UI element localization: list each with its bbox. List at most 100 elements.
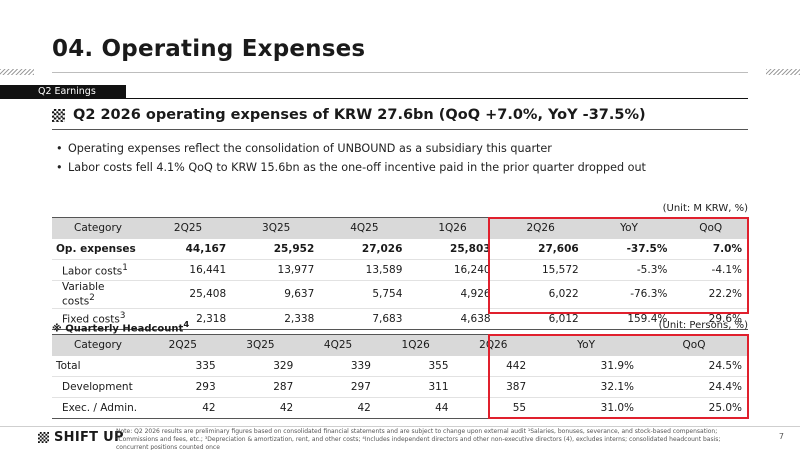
table-cell: 5,754 [320,280,409,309]
table-cell: 339 [299,355,377,377]
table-cell: 25,408 [144,280,233,309]
table-cell: 44,167 [144,238,233,260]
table-cell: 335 [144,355,222,377]
opex-table: Category 2Q25 3Q25 4Q25 1Q26 2Q26 YoY Qo… [52,217,748,330]
column-header: 2Q25 [144,217,233,239]
table-cell: 22.2% [673,280,748,309]
column-header: 2Q25 [144,334,222,356]
checker-icon [52,108,65,122]
column-header: 2Q26 [454,334,533,356]
table-cell: 42 [221,397,300,419]
table-cell: -37.5% [584,238,674,260]
headline-text: Q2 2026 operating expenses of KRW 27.6bn… [73,107,646,123]
table-cell: 2,338 [232,308,321,330]
table-cell: 27,606 [496,238,585,260]
row-label: Exec. / Admin. [52,397,144,419]
table-cell: 7.0% [673,238,748,260]
company-logo: SHIFT UP [38,430,124,445]
table-cell: 329 [221,355,300,377]
table-cell: 7,683 [320,308,409,330]
table-cell: 25,952 [232,238,321,260]
table-cell: 6,022 [496,280,585,309]
table-cell: 25,803 [408,238,497,260]
column-header: Category [52,217,144,239]
table-cell: 15,572 [496,259,585,281]
footer-divider [0,426,800,427]
page-title: 04. Operating Expenses [52,36,366,62]
table-row: Variable costs2 25,408 9,637 5,754 4,926… [52,280,748,309]
table-row: Exec. / Admin. 42 42 42 44 55 31.0% 25.0… [52,397,748,419]
table-cell: 32.1% [532,376,641,398]
section-divider [0,98,748,99]
table-cell: 42 [299,397,377,419]
table-cell: 24.4% [640,376,748,398]
page-number: 7 [778,432,784,441]
column-header: Category [52,334,144,356]
column-header: 1Q26 [376,334,455,356]
row-label: Total [52,355,144,377]
row-label: Fixed costs3 [52,308,144,330]
table-row: Labor costs1 16,441 13,977 13,589 16,240… [52,259,748,281]
column-header: 4Q25 [320,217,409,239]
table-cell: 293 [144,376,222,398]
table-cell: 387 [454,376,533,398]
column-header: YoY [532,334,641,356]
row-label: Op. expenses [52,238,144,260]
row-label: Labor costs1 [52,259,144,281]
title-divider [52,72,748,73]
row-label: Variable costs2 [52,280,144,309]
headcount-table: Category 2Q25 3Q25 4Q25 1Q26 2Q26 YoY Qo… [52,334,748,419]
table-row: Fixed costs3 2,318 2,338 7,683 4,638 6,0… [52,308,748,330]
table-row: Op. expenses 44,167 25,952 27,026 25,803… [52,238,748,260]
table-cell: 24.5% [640,355,748,377]
headline: Q2 2026 operating expenses of KRW 27.6bn… [52,107,646,123]
bullet-item: Operating expenses reflect the consolida… [56,142,646,155]
table-cell: 4,638 [408,308,497,330]
table-cell: 311 [376,376,455,398]
table-cell: 355 [376,355,455,377]
table-cell: 27,026 [320,238,409,260]
table-cell: 6,012 [496,308,585,330]
column-header: QoQ [673,217,748,239]
table-cell: 42 [144,397,222,419]
table-cell: 13,977 [232,259,321,281]
headcount-label: ※ Quarterly Headcount4 [52,319,190,335]
table-cell: 13,589 [320,259,409,281]
hatch-decoration-right [766,69,800,75]
table-row: Development 293 287 297 311 387 32.1% 24… [52,376,748,398]
bullet-item: Labor costs fell 4.1% QoQ to KRW 15.6bn … [56,161,646,174]
opex-unit-label: (Unit: M KRW, %) [662,203,748,214]
footnote: Note: Q2 2026 results are preliminary fi… [116,428,721,450]
headline-divider [52,129,748,130]
row-label: Development [52,376,144,398]
column-header: YoY [584,217,674,239]
table-row: Total 335 329 339 355 442 31.9% 24.5% [52,355,748,377]
column-header: 3Q25 [232,217,321,239]
table-cell: 44 [376,397,455,419]
column-header: 2Q26 [496,217,585,239]
table-cell: 2,318 [144,308,233,330]
column-header: QoQ [640,334,748,356]
table-cell: 16,240 [408,259,497,281]
column-header: 4Q25 [299,334,377,356]
column-header: 3Q25 [221,334,300,356]
table-cell: 31.0% [532,397,641,419]
headcount-unit-label: (Unit: Persons, %) [658,320,748,331]
table-cell: 442 [454,355,533,377]
column-header: 1Q26 [408,217,497,239]
table-cell: -4.1% [673,259,748,281]
table-cell: 25.0% [640,397,748,419]
table-cell: 55 [454,397,533,419]
table-cell: 4,926 [408,280,497,309]
table-cell: 9,637 [232,280,321,309]
logo-checker-icon [38,432,49,443]
table-cell: 287 [221,376,300,398]
section-tab: Q2 Earnings [0,85,126,98]
table-cell: -76.3% [584,280,674,309]
hatch-decoration-left [0,69,34,75]
table-cell: 297 [299,376,377,398]
table-cell: -5.3% [584,259,674,281]
table-cell: 31.9% [532,355,641,377]
table-cell: 16,441 [144,259,233,281]
bullet-list: Operating expenses reflect the consolida… [56,142,646,180]
